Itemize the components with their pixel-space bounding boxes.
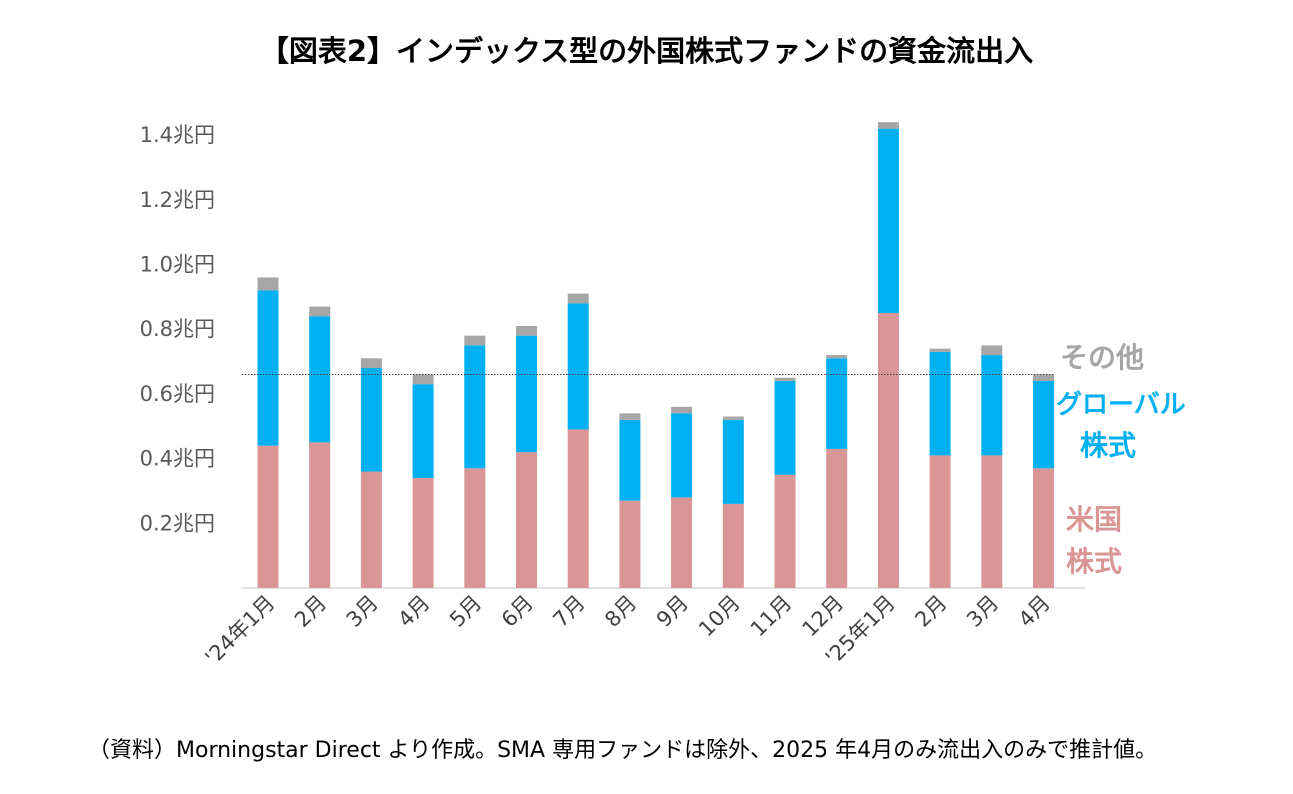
bar-other [877, 122, 899, 129]
bar-global-equity [826, 358, 848, 449]
y-tick-label: 1.2兆円 [140, 188, 215, 212]
bar-us-equity [1033, 468, 1054, 588]
bar-other [929, 348, 951, 352]
bar-global-equity [619, 419, 641, 501]
bar-us-equity [412, 478, 434, 588]
bar-us-equity [257, 445, 279, 588]
x-tick-label: 6月 [497, 591, 538, 632]
y-tick-label: 0.2兆円 [140, 511, 215, 535]
bar-global-equity [671, 413, 693, 498]
legend-global-line2: 株式 [1080, 429, 1137, 462]
bar-us-equity [464, 468, 486, 588]
bar-other [257, 277, 279, 291]
x-tick-label: 4月 [393, 591, 434, 632]
x-tick-label: 11月 [746, 591, 797, 642]
bar-global-equity [774, 380, 796, 475]
bar-other [516, 325, 537, 336]
x-tick-label: 10月 [694, 591, 745, 642]
bar-other [464, 335, 486, 346]
bar-us-equity [826, 448, 848, 588]
bar-us-equity [671, 497, 693, 588]
bar-other [412, 374, 434, 385]
bar-global-equity [360, 368, 382, 472]
bar-us-equity [722, 503, 744, 588]
bar-us-equity [309, 442, 331, 588]
legend-us-line2: 株式 [1066, 545, 1123, 578]
bar-global-equity [257, 290, 279, 446]
bar-global-equity [464, 345, 486, 469]
legend-global-line1: グローバル [1056, 390, 1186, 420]
bar-other [671, 406, 693, 414]
x-tick-label: 8月 [600, 591, 641, 632]
bar-global-equity [1033, 380, 1054, 469]
bar-us-equity [929, 455, 951, 588]
bar-other [722, 416, 744, 420]
y-tick-label: 0.8兆円 [140, 317, 215, 341]
bar-global-equity [877, 128, 899, 314]
legend-other: その他 [1060, 341, 1145, 374]
bar-us-equity [567, 429, 589, 588]
source-note: （資料）Morningstar Direct より作成。SMA 専用ファンドは除… [88, 738, 1158, 763]
bar-other [619, 413, 641, 420]
bar-global-equity [516, 335, 537, 453]
bar-other [826, 355, 848, 359]
bar-other [309, 306, 331, 317]
x-tick-label: 2月 [910, 591, 951, 632]
bar-us-equity [619, 500, 641, 588]
bar-us-equity [774, 474, 796, 588]
bar-global-equity [929, 351, 951, 456]
legend-us-line1: 米国 [1066, 503, 1123, 536]
y-tick-label: 1.4兆円 [140, 123, 215, 147]
bar-us-equity [360, 471, 382, 588]
x-tick-label: 4月 [1014, 591, 1055, 632]
bar-global-equity [309, 316, 331, 443]
x-tick-label: 3月 [962, 591, 1003, 632]
bar-us-equity [877, 313, 899, 588]
bar-other [1033, 374, 1054, 381]
bar-global-equity [567, 303, 589, 430]
y-tick-label: 1.0兆円 [140, 253, 215, 277]
bar-other [774, 377, 796, 381]
bar-other [360, 358, 382, 369]
x-tick-label: 9月 [652, 591, 693, 632]
bar-other [981, 345, 1003, 356]
x-tick-label: 5月 [445, 591, 486, 632]
bar-us-equity [516, 452, 537, 588]
x-tick-label: 7月 [548, 591, 589, 632]
bar-global-equity [722, 419, 744, 504]
y-tick-label: 0.4兆円 [140, 447, 215, 471]
bar-us-equity [981, 455, 1003, 588]
x-tick-label: 3月 [342, 591, 383, 632]
y-tick-label: 0.6兆円 [140, 382, 215, 406]
bar-global-equity [412, 384, 434, 479]
bar-other [567, 293, 589, 304]
x-tick-label: '24年1月 [200, 591, 279, 670]
chart-title: 【図表2】インデックス型の外国株式ファンドの資金流出入 [259, 34, 1034, 68]
x-tick-label: 2月 [290, 591, 331, 632]
bar-global-equity [981, 355, 1003, 456]
